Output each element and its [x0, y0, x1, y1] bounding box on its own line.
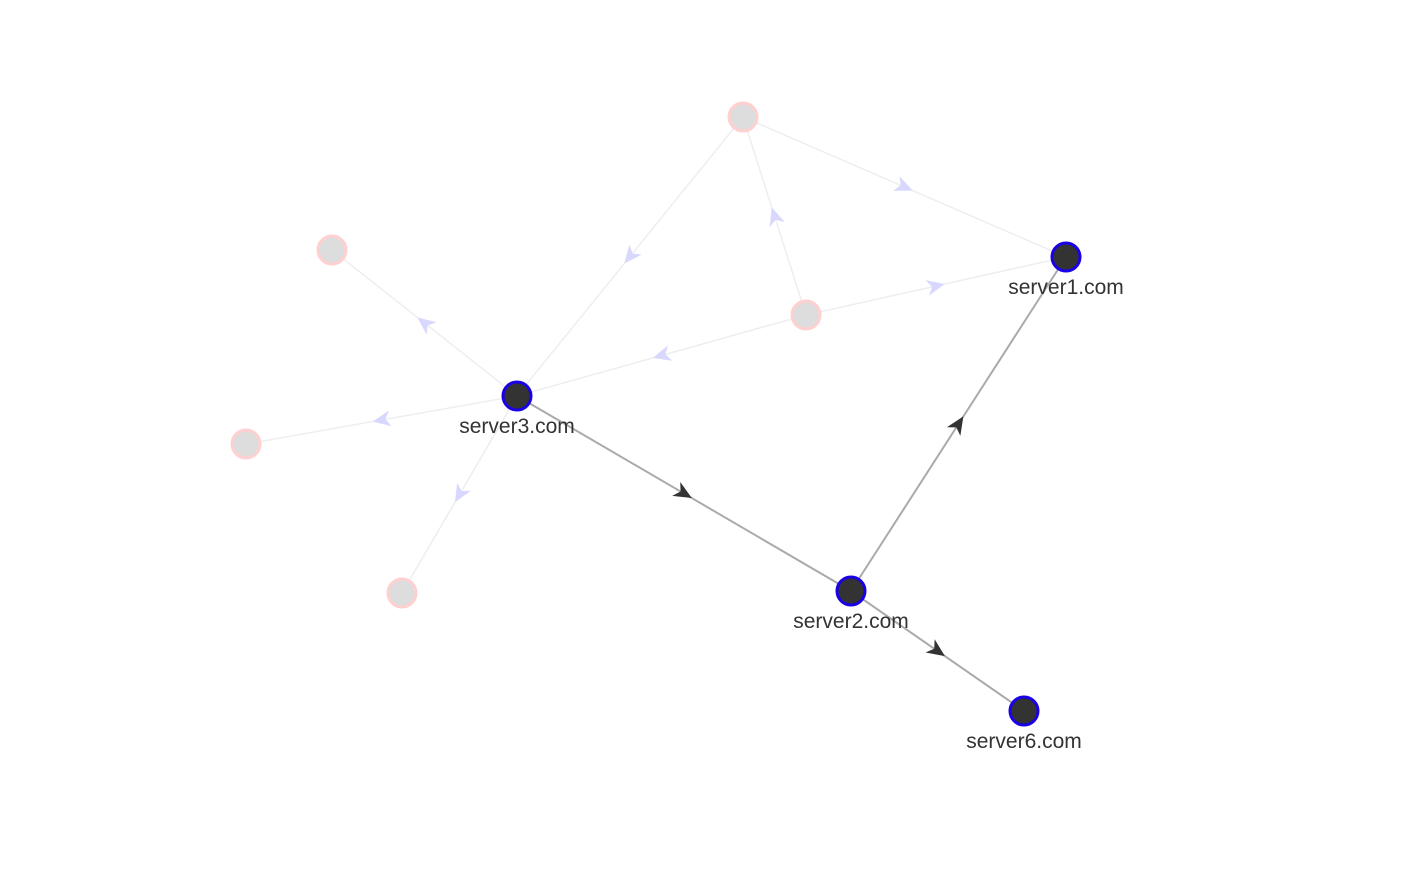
node-label: server2.com	[793, 610, 909, 633]
edge-arrow-icon	[417, 317, 437, 335]
node-n_left_upper[interactable]	[316, 234, 348, 266]
edge-arrow-icon	[925, 280, 945, 296]
edge-arrow-icon	[893, 176, 913, 191]
edge-arrow-icon	[672, 482, 692, 499]
node-circle[interactable]	[230, 428, 262, 460]
edge-arrow-icon	[372, 410, 392, 427]
node-circle[interactable]	[316, 234, 348, 266]
edge-n_center-to-server3	[516, 314, 807, 397]
node-n_bottom_left[interactable]	[386, 577, 418, 609]
node-n_top[interactable]	[727, 101, 759, 133]
edges-layer	[245, 116, 1067, 712]
node-circle[interactable]	[501, 380, 533, 412]
node-circle[interactable]	[1008, 695, 1040, 727]
node-n_left[interactable]	[230, 428, 262, 460]
edge-arrow-icon	[925, 639, 945, 657]
node-server1[interactable]: server1.com	[1008, 241, 1124, 299]
edge-arrow-icon	[454, 482, 471, 503]
node-circle[interactable]	[386, 577, 418, 609]
edge-n_center-to-server1	[805, 256, 1067, 316]
node-server2[interactable]: server2.com	[793, 575, 909, 633]
edge-arrow-icon	[769, 207, 785, 228]
node-n_center[interactable]	[790, 299, 822, 331]
edge-n_top-to-server3	[516, 116, 744, 397]
edge-arrow-icon	[624, 244, 642, 264]
edge-arrow-icon	[652, 345, 673, 361]
node-circle[interactable]	[835, 575, 867, 607]
edge-server2-to-server6	[850, 590, 1025, 712]
node-label: server1.com	[1008, 276, 1124, 299]
edge-n_center-to-n_top	[742, 116, 807, 316]
node-circle[interactable]	[727, 101, 759, 133]
node-label: server3.com	[459, 415, 575, 438]
nodes-layer: server1.com server2.com server3.com server6…	[230, 101, 1124, 753]
edge-server3-to-n_bottom_left	[401, 395, 518, 594]
edge-server2-to-server1	[850, 256, 1067, 592]
node-label: server6.com	[966, 730, 1082, 753]
node-server3[interactable]: server3.com	[459, 380, 575, 438]
edge-server3-to-n_left_upper	[331, 249, 518, 397]
edge-arrow-icon	[946, 416, 964, 436]
node-circle[interactable]	[1050, 241, 1082, 273]
node-server6[interactable]: server6.com	[966, 695, 1082, 753]
edge-server3-to-server2	[516, 395, 852, 592]
edge-n_top-to-server1	[742, 116, 1067, 258]
edge-server3-to-n_left	[245, 395, 518, 445]
node-circle[interactable]	[790, 299, 822, 331]
